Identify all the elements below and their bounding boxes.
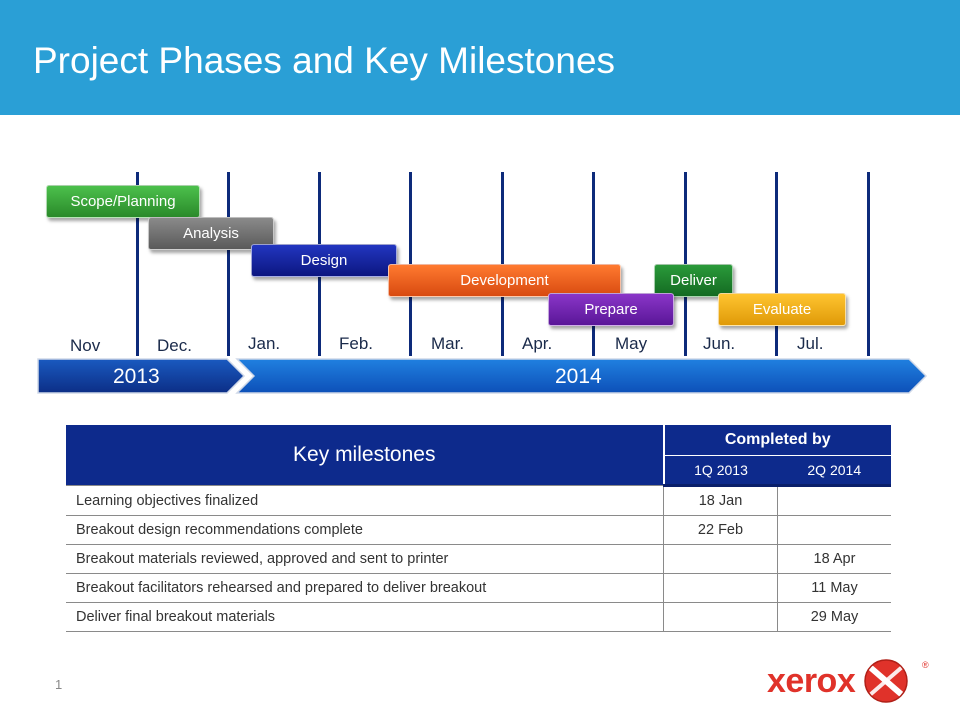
key-milestones-header: Key milestones [66,425,665,486]
milestone-date-2q: 29 May [777,602,891,632]
phase-development: Development [388,264,621,297]
year-timeline-bar [37,358,928,394]
milestone-date-1q [663,544,778,574]
month-label-nov: Nov [70,336,101,355]
month-label-mar: Mar. [431,334,465,353]
month-divider [775,172,778,356]
completed-by-header: Completed by [663,425,891,456]
table-row: Deliver final breakout materials 29 May [66,602,891,632]
table-row: Breakout facilitators rehearsed and prep… [66,573,891,603]
phase-design: Design [251,244,397,277]
month-label-dec: Dec. [157,336,192,355]
year-2013-arrow [37,358,246,394]
xerox-logo: xerox [767,658,909,704]
month-divider [136,172,139,356]
milestone-date-2q: 18 Apr [777,544,891,574]
milestone-date-1q: 22 Feb [663,515,778,545]
phase-scope-planning: Scope/Planning [46,185,200,218]
milestone-label: Deliver final breakout materials [66,602,664,632]
xerox-ball-icon [864,659,908,703]
phase-evaluate: Evaluate [718,293,846,326]
column-header-1q-2013: 1Q 2013 [663,455,778,487]
month-divider [867,172,870,356]
milestone-label: Breakout materials reviewed, approved an… [66,544,664,574]
milestone-date-1q [663,602,778,632]
milestone-label: Breakout facilitators rehearsed and prep… [66,573,664,603]
title-banner: Project Phases and Key Milestones [0,0,960,115]
slide-title: Project Phases and Key Milestones [33,40,616,81]
month-label-jan: Jan. [248,334,281,353]
milestone-date-2q [777,485,891,516]
year-label-2013: 2013 [113,365,160,388]
phase-prepare: Prepare [548,293,674,326]
milestone-label: Breakout design recommendations complete [66,515,664,545]
milestone-date-2q: 11 May [777,573,891,603]
table-row: Breakout materials reviewed, approved an… [66,544,891,574]
month-label-may: May [615,334,648,353]
milestones-table: Key milestones Completed by 1Q 2013 2Q 2… [66,425,891,632]
milestone-label: Learning objectives finalized [66,485,664,516]
year-label-2014: 2014 [555,365,602,388]
year-2014-arrow [235,358,928,394]
milestone-date-1q [663,573,778,603]
milestone-date-2q [777,515,891,545]
table-row: Breakout design recommendations complete… [66,515,891,545]
page-number: 1 [55,677,63,692]
month-label-feb: Feb. [339,334,374,353]
month-label-jun: Jun. [703,334,736,353]
table-row: Learning objectives finalized 18 Jan [66,485,891,516]
month-label-jul: Jul. [797,334,824,353]
registered-mark: ® [922,660,929,670]
logo-wordmark: xerox [767,661,856,700]
phase-deliver: Deliver [654,264,733,297]
column-header-2q-2014: 2Q 2014 [777,455,891,487]
month-label-apr: Apr. [522,334,553,353]
month-divider [227,172,230,356]
milestone-date-1q: 18 Jan [663,485,778,516]
